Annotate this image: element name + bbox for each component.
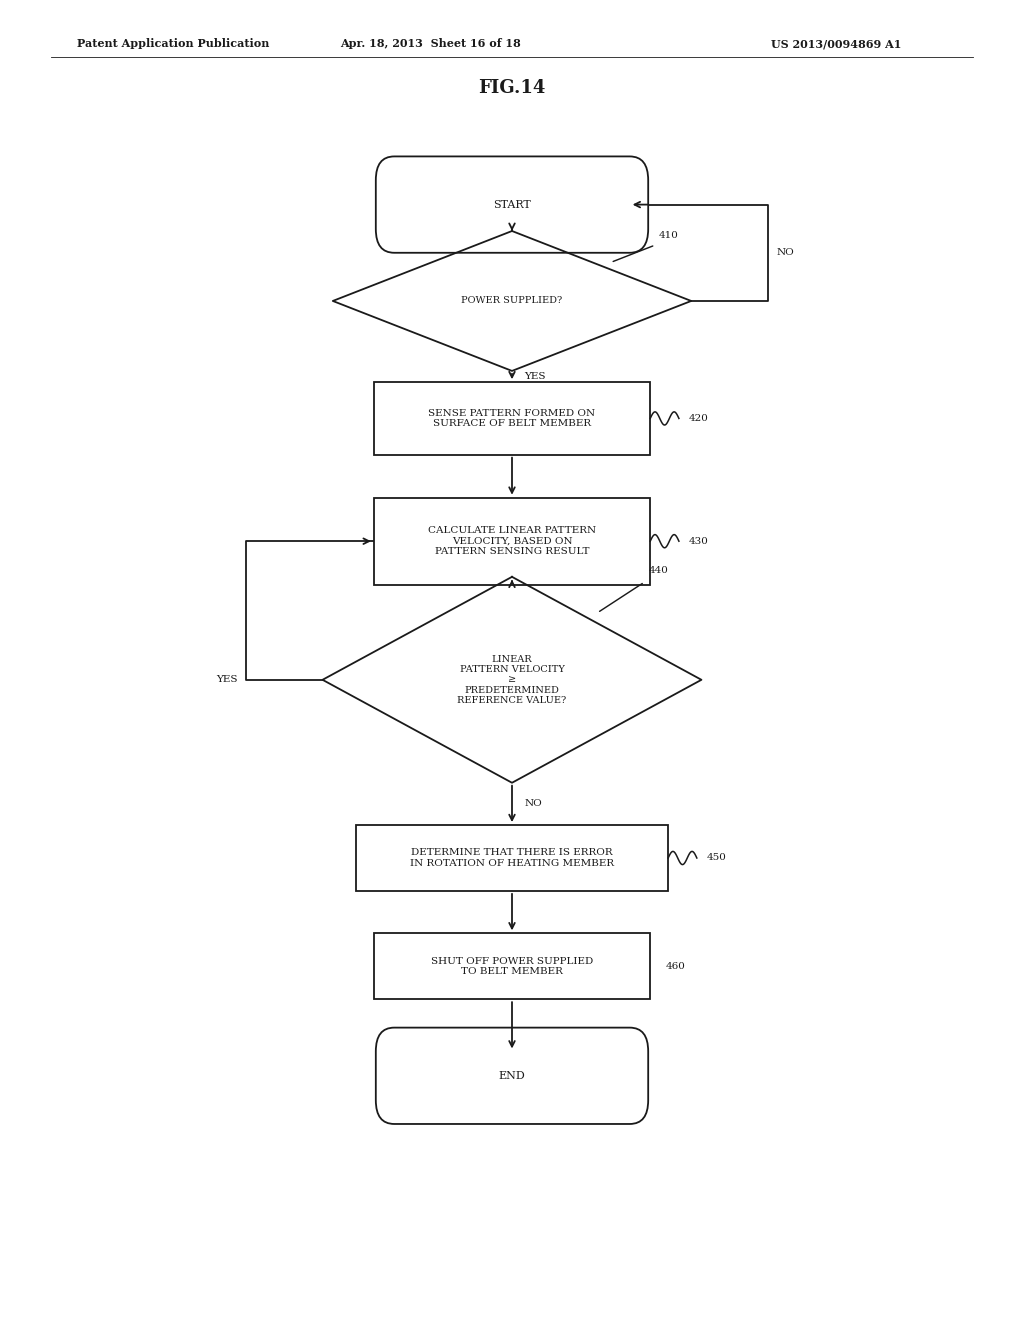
Text: 420: 420 [689, 414, 709, 422]
Text: CALCULATE LINEAR PATTERN
VELOCITY, BASED ON
PATTERN SENSING RESULT: CALCULATE LINEAR PATTERN VELOCITY, BASED… [428, 527, 596, 556]
Text: SENSE PATTERN FORMED ON
SURFACE OF BELT MEMBER: SENSE PATTERN FORMED ON SURFACE OF BELT … [428, 409, 596, 428]
Text: YES: YES [216, 676, 238, 684]
Text: START: START [494, 199, 530, 210]
Text: Apr. 18, 2013  Sheet 16 of 18: Apr. 18, 2013 Sheet 16 of 18 [340, 38, 520, 49]
Bar [374, 498, 650, 585]
Bar [374, 933, 650, 999]
FancyBboxPatch shape [376, 1027, 648, 1123]
Text: NO: NO [524, 800, 542, 808]
Text: FIG.14: FIG.14 [478, 79, 546, 98]
Text: 440: 440 [648, 566, 669, 574]
Text: YES: YES [524, 372, 546, 381]
Bar [374, 381, 650, 454]
Text: SHUT OFF POWER SUPPLIED
TO BELT MEMBER: SHUT OFF POWER SUPPLIED TO BELT MEMBER [431, 957, 593, 975]
Text: END: END [499, 1071, 525, 1081]
FancyBboxPatch shape [376, 157, 648, 253]
Text: NO: NO [776, 248, 794, 257]
Text: 450: 450 [707, 854, 727, 862]
Text: Patent Application Publication: Patent Application Publication [77, 38, 269, 49]
Bar [356, 825, 669, 891]
Text: DETERMINE THAT THERE IS ERROR
IN ROTATION OF HEATING MEMBER: DETERMINE THAT THERE IS ERROR IN ROTATIO… [410, 849, 614, 867]
Text: 460: 460 [666, 962, 685, 970]
Text: LINEAR
PATTERN VELOCITY
≥
PREDETERMINED
REFERENCE VALUE?: LINEAR PATTERN VELOCITY ≥ PREDETERMINED … [458, 655, 566, 705]
Text: US 2013/0094869 A1: US 2013/0094869 A1 [771, 38, 901, 49]
Text: 410: 410 [659, 231, 679, 240]
Text: POWER SUPPLIED?: POWER SUPPLIED? [462, 297, 562, 305]
Text: 430: 430 [689, 537, 709, 545]
